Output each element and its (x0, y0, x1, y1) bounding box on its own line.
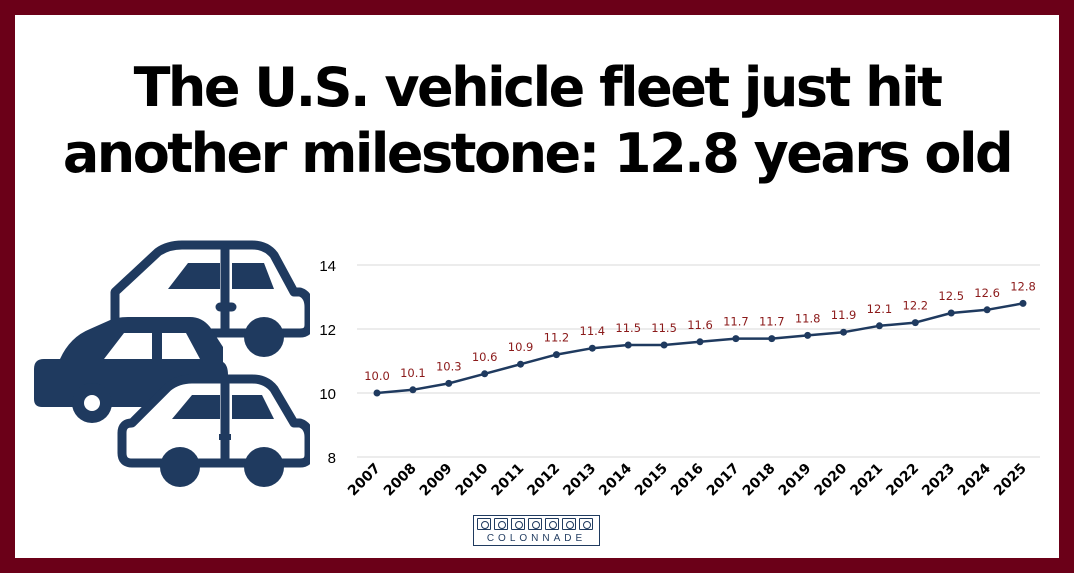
x-tick-label: 2025 (991, 461, 1030, 500)
x-tick-label: 2017 (704, 461, 743, 500)
data-label: 11.5 (615, 321, 641, 335)
x-tick-label: 2011 (489, 461, 528, 500)
logo-column-icon (477, 518, 491, 530)
y-tick-label: 14 (319, 258, 336, 275)
data-point (983, 306, 991, 314)
data-point (696, 338, 704, 346)
frame: The U.S. vehicle fleet just hit another … (15, 15, 1059, 558)
data-point (732, 335, 740, 343)
data-label: 11.8 (795, 311, 821, 325)
data-point (1019, 299, 1027, 307)
data-point (947, 309, 955, 317)
data-point (588, 344, 596, 352)
x-tick-label: 2014 (596, 460, 635, 499)
y-tick-label: 12 (319, 322, 336, 339)
logo-columns (477, 518, 593, 530)
data-point (373, 389, 381, 397)
car-icon-bottom (117, 374, 310, 487)
data-label: 11.2 (544, 331, 570, 345)
data-point (875, 322, 883, 330)
page-title: The U.S. vehicle fleet just hit another … (15, 55, 1059, 187)
y-tick-label: 8 (328, 450, 336, 467)
x-tick-label: 2015 (632, 461, 671, 500)
x-tick-label: 2013 (560, 461, 599, 500)
data-label: 12.2 (903, 299, 929, 313)
x-tick-label: 2016 (668, 461, 707, 500)
data-label: 11.7 (723, 315, 749, 329)
logo-column-icon (494, 518, 508, 530)
x-tick-label: 2012 (524, 461, 563, 500)
logo-column-icon (545, 518, 559, 530)
data-label: 10.0 (364, 369, 390, 383)
data-point (624, 341, 632, 349)
data-point (804, 331, 812, 339)
logo-column-icon (511, 518, 525, 530)
data-label: 10.3 (436, 359, 462, 373)
car-window-top (168, 263, 274, 289)
x-tick-label: 2020 (812, 460, 851, 499)
data-label: 12.5 (938, 289, 964, 303)
data-point (409, 386, 417, 394)
x-tick-label: 2010 (453, 460, 492, 499)
colonnade-logo-icon: COLONNADE (473, 515, 600, 546)
data-point (840, 328, 848, 336)
data-label: 10.9 (508, 340, 534, 354)
x-tick-label: 2023 (919, 461, 958, 500)
data-label: 11.7 (759, 315, 785, 329)
car-wheel-top (244, 317, 284, 357)
cars-illustration (34, 240, 310, 487)
data-label: 12.6 (974, 286, 1000, 300)
line-chart: 8 10 12 14 10.0 2007 10.1 2008 10.3 2009 10.6 2010 1… (319, 258, 1040, 500)
x-tick-label: 2007 (345, 461, 384, 500)
x-tick-label: 2018 (740, 461, 779, 500)
data-label: 12.1 (867, 302, 893, 316)
title-line-2: another milestone: 12.8 years old (62, 122, 1014, 185)
data-label: 12.8 (1010, 279, 1036, 293)
x-tick-label: 2008 (381, 461, 420, 500)
data-point (660, 341, 668, 349)
data-label: 11.4 (580, 324, 606, 338)
logo-column-icon (562, 518, 576, 530)
data-label: 11.6 (687, 318, 713, 332)
data-point (481, 370, 489, 378)
data-point (552, 351, 560, 359)
x-tick-label: 2022 (883, 461, 922, 500)
data-label: 10.6 (472, 350, 498, 364)
y-tick-label: 10 (319, 386, 336, 403)
title-line-1: The U.S. vehicle fleet just hit (133, 56, 943, 119)
x-tick-label: 2019 (776, 461, 815, 500)
data-point (768, 335, 776, 343)
data-label: 11.9 (831, 308, 857, 322)
data-point (517, 360, 525, 368)
x-tick-label: 2024 (955, 460, 994, 499)
data-point (445, 379, 453, 387)
x-tick-label: 2009 (417, 461, 456, 500)
data-point (911, 319, 919, 327)
x-tick-label: 2021 (847, 461, 886, 500)
logo-column-icon (579, 518, 593, 530)
data-label: 11.5 (651, 321, 677, 335)
data-label: 10.1 (400, 366, 426, 380)
logo-text: COLONNADE (486, 533, 587, 544)
logo-column-icon (528, 518, 542, 530)
